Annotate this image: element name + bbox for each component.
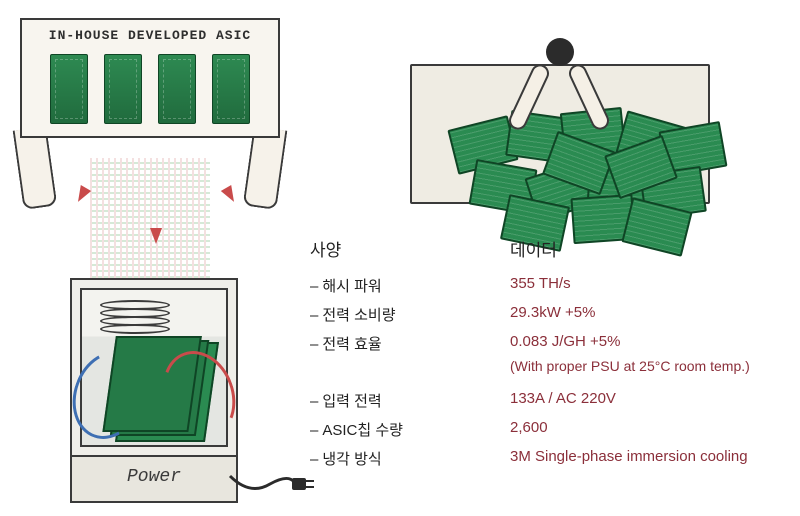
hand-left [13, 126, 58, 210]
asic-chip-icon [212, 54, 250, 124]
sign-title: IN-HOUSE DEVELOPED ASIC [22, 28, 278, 43]
spec-header-row: 사양 데이터 [310, 236, 780, 261]
hand-right [243, 126, 288, 210]
spec-row: –ASIC칩 수량2,600 [310, 415, 780, 444]
asic-sign: IN-HOUSE DEVELOPED ASIC [20, 18, 280, 138]
asic-chip-icon [104, 54, 142, 124]
immersion-tank: Power [70, 278, 238, 503]
spec-row: –전력 효율0.083 J/GH +5% [310, 329, 780, 358]
board-pile [412, 66, 708, 202]
spec-row: –입력 전력133A / AC 220V [310, 386, 780, 415]
spec-header-data: 데이터 [510, 236, 557, 261]
asic-chip-icon [158, 54, 196, 124]
spec-row: –전력 소비량29.3kW +5% [310, 300, 780, 329]
pcb-insert-graphic [90, 158, 210, 278]
spec-row-value: 133A / AC 220V [510, 390, 780, 407]
spec-row-label: –냉각 방식 [310, 448, 510, 469]
asic-chip-icon [50, 54, 88, 124]
spec-header-label: 사양 [310, 236, 510, 261]
arrow-down-icon [150, 228, 162, 244]
spec-row-label: –전력 효율 [310, 333, 510, 354]
spec-row: –냉각 방식3M Single-phase immersion cooling [310, 444, 780, 473]
worker-assembly-illustration [380, 24, 740, 214]
spec-rows: –해시 파워355 TH/s–전력 소비량29.3kW +5%–전력 효율0.0… [310, 271, 780, 473]
spec-table: 사양 데이터 –해시 파워355 TH/s–전력 소비량29.3kW +5%–전… [310, 236, 780, 473]
power-label: Power [72, 467, 236, 487]
left-illustration: IN-HOUSE DEVELOPED ASIC Power [20, 18, 280, 498]
worker-head-icon [546, 38, 574, 66]
sign-chip-row [22, 54, 278, 124]
spec-row-value: 3M Single-phase immersion cooling [510, 448, 780, 465]
tank-base: Power [72, 455, 236, 501]
spec-row: –해시 파워355 TH/s [310, 271, 780, 300]
spec-row-label: –해시 파워 [310, 275, 510, 296]
spec-row-label: –ASIC칩 수량 [310, 419, 510, 440]
spec-row-label: –입력 전력 [310, 390, 510, 411]
power-plug-icon [230, 456, 300, 492]
spec-row-value: 0.083 J/GH +5% [510, 333, 780, 350]
spec-row-value: 2,600 [510, 419, 780, 436]
spec-note: (With proper PSU at 25°C room temp.) [510, 358, 780, 386]
cooling-coil-icon [100, 300, 170, 336]
spec-row-value: 29.3kW +5% [510, 304, 780, 321]
spec-row-value: 355 TH/s [510, 275, 780, 292]
work-desk [410, 64, 710, 204]
tank-glass [80, 288, 228, 447]
spec-row-label: –전력 소비량 [310, 304, 510, 325]
